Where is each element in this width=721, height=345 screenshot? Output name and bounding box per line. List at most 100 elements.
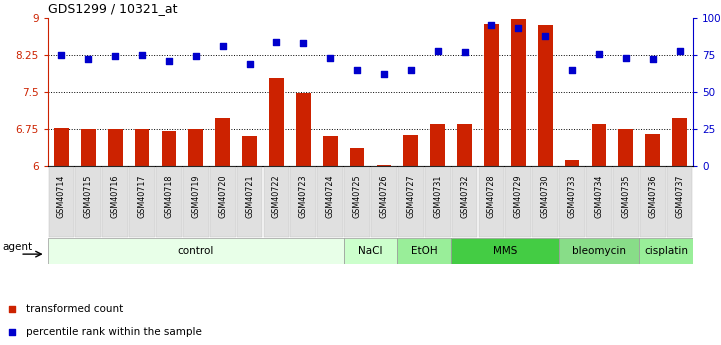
Text: GSM40735: GSM40735: [622, 175, 630, 218]
Text: EtOH: EtOH: [411, 246, 438, 256]
Bar: [48, 167, 74, 237]
Bar: [511, 19, 526, 166]
Bar: [188, 129, 203, 166]
Point: [6, 329, 17, 335]
Point: [432, 48, 443, 53]
Bar: [667, 167, 692, 237]
Point: [405, 67, 417, 72]
Text: NaCl: NaCl: [358, 246, 383, 256]
Bar: [586, 167, 612, 237]
Point: [674, 48, 686, 53]
Bar: [108, 129, 123, 166]
Bar: [81, 129, 96, 166]
Bar: [129, 167, 155, 237]
Text: GSM40734: GSM40734: [594, 175, 603, 218]
Bar: [242, 136, 257, 166]
Bar: [76, 167, 101, 237]
Bar: [565, 160, 580, 166]
Point: [324, 55, 336, 61]
Text: control: control: [177, 246, 214, 256]
Bar: [484, 24, 499, 166]
Bar: [430, 124, 445, 166]
Text: GSM40721: GSM40721: [245, 175, 254, 218]
Bar: [291, 167, 317, 237]
Bar: [236, 167, 262, 237]
Point: [110, 54, 121, 59]
Bar: [645, 134, 660, 166]
Point: [217, 43, 229, 49]
Bar: [404, 136, 418, 166]
Text: GSM40718: GSM40718: [164, 175, 174, 218]
Text: GSM40715: GSM40715: [84, 175, 93, 218]
Text: bleomycin: bleomycin: [572, 246, 626, 256]
Point: [298, 40, 309, 46]
Text: GSM40737: GSM40737: [675, 175, 684, 218]
Bar: [451, 238, 559, 264]
Bar: [376, 165, 392, 166]
Bar: [559, 238, 640, 264]
Text: GSM40725: GSM40725: [353, 175, 361, 218]
Bar: [640, 238, 693, 264]
Bar: [135, 129, 149, 166]
Point: [136, 52, 148, 58]
Bar: [538, 26, 552, 166]
Point: [486, 23, 497, 28]
Point: [244, 61, 255, 67]
Text: GSM40733: GSM40733: [567, 175, 577, 218]
Bar: [54, 128, 68, 166]
Point: [459, 49, 470, 55]
Text: GSM40729: GSM40729: [514, 175, 523, 218]
Bar: [183, 167, 208, 237]
Point: [6, 306, 17, 311]
Text: GSM40736: GSM40736: [648, 175, 657, 218]
Point: [379, 71, 390, 77]
Text: GSM40719: GSM40719: [191, 175, 200, 218]
Text: GSM40720: GSM40720: [218, 175, 227, 218]
Bar: [102, 167, 128, 237]
Text: cisplatin: cisplatin: [644, 246, 688, 256]
Bar: [344, 238, 397, 264]
Text: GSM40717: GSM40717: [138, 175, 146, 218]
Bar: [296, 93, 311, 166]
Bar: [397, 238, 451, 264]
Point: [513, 26, 524, 31]
Text: GSM40723: GSM40723: [298, 175, 308, 218]
Text: GSM40722: GSM40722: [272, 175, 281, 218]
Bar: [216, 118, 230, 166]
Bar: [591, 124, 606, 166]
Bar: [156, 167, 182, 237]
Bar: [425, 167, 451, 237]
Text: GSM40724: GSM40724: [326, 175, 335, 218]
Text: percentile rank within the sample: percentile rank within the sample: [26, 327, 202, 337]
Text: GSM40716: GSM40716: [111, 175, 120, 218]
Text: GSM40730: GSM40730: [541, 175, 549, 218]
Bar: [532, 167, 558, 237]
Bar: [640, 167, 665, 237]
Bar: [269, 78, 284, 166]
Bar: [613, 167, 639, 237]
Bar: [210, 167, 236, 237]
Point: [56, 52, 67, 58]
Bar: [619, 129, 633, 166]
Bar: [479, 167, 504, 237]
Bar: [323, 136, 337, 166]
Text: MMS: MMS: [492, 246, 517, 256]
Point: [351, 67, 363, 72]
Point: [566, 67, 578, 72]
Point: [620, 55, 632, 61]
Text: GSM40714: GSM40714: [57, 175, 66, 218]
Text: GSM40726: GSM40726: [379, 175, 389, 218]
Text: agent: agent: [2, 242, 32, 252]
Text: GDS1299 / 10321_at: GDS1299 / 10321_at: [48, 1, 177, 14]
Text: transformed count: transformed count: [26, 304, 123, 314]
Bar: [350, 148, 364, 166]
Point: [539, 33, 551, 39]
Text: GSM40727: GSM40727: [407, 175, 415, 218]
Point: [593, 51, 605, 56]
Text: GSM40731: GSM40731: [433, 175, 442, 218]
Bar: [317, 167, 343, 237]
Text: GSM40728: GSM40728: [487, 175, 496, 218]
Bar: [48, 238, 344, 264]
Point: [163, 58, 174, 64]
Bar: [371, 167, 397, 237]
